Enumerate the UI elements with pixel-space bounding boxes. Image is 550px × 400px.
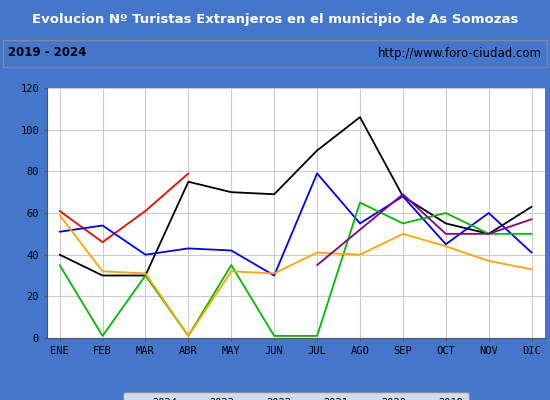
Legend: 2024, 2023, 2022, 2021, 2020, 2019: 2024, 2023, 2022, 2021, 2020, 2019 [123,392,469,400]
Text: Evolucion Nº Turistas Extranjeros en el municipio de As Somozas: Evolucion Nº Turistas Extranjeros en el … [32,12,518,26]
Text: http://www.foro-ciudad.com: http://www.foro-ciudad.com [378,46,542,60]
Text: 2019 - 2024: 2019 - 2024 [8,46,87,60]
